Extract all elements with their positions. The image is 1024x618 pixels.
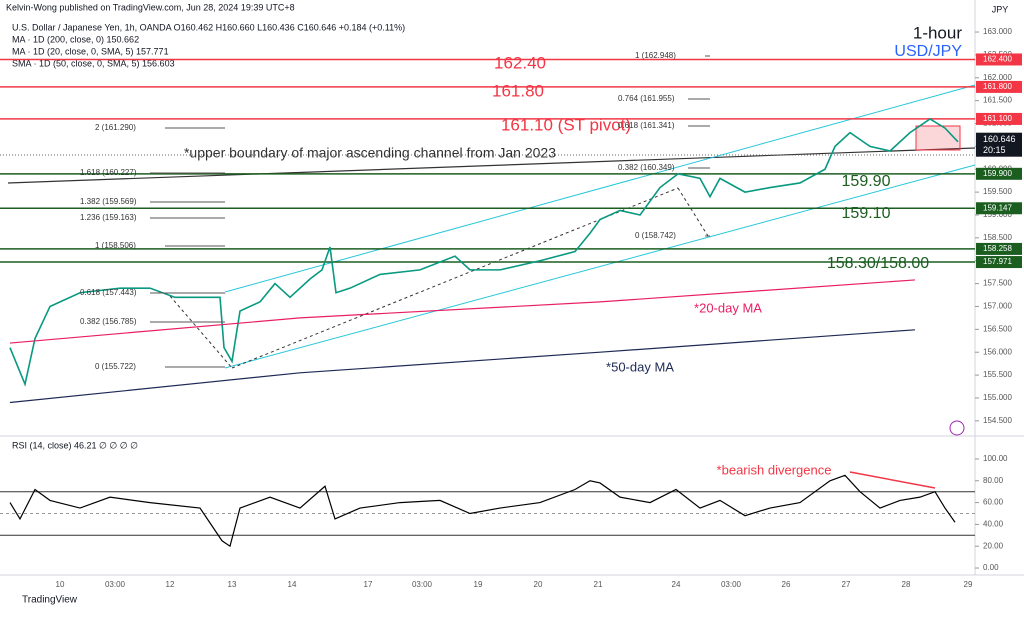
indicator: SMA · 1D (50, close, 0, SMA, 5) 156.603 [12,58,175,68]
series-line [9,474,956,548]
level-tag [976,80,1022,93]
level-label: 159.900 [983,169,1012,178]
fib-label: 0 (155.722) [95,362,136,371]
fib-label: 0.764 (161.955) [618,94,675,103]
x-tick-label: 14 [288,580,297,589]
y-tick-label: 161.500 [983,96,1012,105]
y-tick-label: 163.000 [983,27,1012,36]
y-tick-label: 80.00 [983,476,1004,485]
x-tick-label: 27 [842,580,851,589]
y-tick-label: 157.000 [983,302,1012,311]
x-tick-label: 28 [902,580,911,589]
series-line [9,329,916,404]
fib-label: 0.618 (161.341) [618,121,675,130]
channel-lower [224,164,976,369]
symbol: U.S. Dollar / Japanese Yen, 1h, OANDA O1… [12,22,405,32]
annotation: 158.30/158.00 [827,255,929,272]
fib-label: 0.618 (157.443) [80,288,137,297]
annotation: 162.40 [494,53,546,72]
level-label: 159.147 [983,203,1012,212]
annotation: *bearish divergence [717,462,832,477]
fib-label: 2 (161.290) [95,123,136,132]
level-label: 158.258 [983,244,1012,253]
publisher: Kelvin-Wong published on TradingView.com… [6,2,295,12]
y-tick-label: 158.500 [983,233,1012,242]
annotation: 159.10 [842,205,891,222]
level-tag [976,167,1022,180]
y-tick-label: 159.000 [983,210,1012,219]
pair: USD/JPY [894,43,962,60]
level-tag [976,256,1022,269]
x-tick-label: 17 [364,580,373,589]
fib-label: 1.382 (159.569) [80,197,137,206]
last-price-tag [976,132,1022,157]
last-time: 20:15 [983,145,1006,155]
y-tick-label: 155.500 [983,370,1012,379]
level-label: 162.400 [983,55,1012,64]
y-tick-label: 155.000 [983,393,1012,402]
y-tick-label: 60.00 [983,498,1004,507]
x-tick-label: 03:00 [721,580,742,589]
timeframe: 1-hour [913,23,962,42]
icon [949,420,965,436]
divergence-line [849,471,936,489]
fib-label: 1.236 (159.163) [80,213,137,222]
level-tag [976,112,1022,125]
fib-label: 1 (162.948) [635,51,676,60]
series-line [9,117,959,387]
major-channel [7,147,976,184]
fib-leg [231,187,679,369]
annotation: *upper boundary of major ascending chann… [184,145,556,161]
level-label: 161.100 [983,114,1012,123]
y-tick-label: 162.000 [983,73,1012,82]
y-tick-label: 100.00 [983,454,1008,463]
x-tick-label: 21 [594,580,603,589]
level-tag [976,202,1022,215]
annotation: *20-day MA [694,300,762,315]
x-tick-label: 13 [228,580,237,589]
y-tick-label: 156.000 [983,347,1012,356]
x-tick-label: 19 [474,580,483,589]
highlight-box [915,125,961,151]
y-tick-label: 157.500 [983,279,1012,288]
y-tick-label: 40.00 [983,520,1004,529]
last-price: 160.646 [983,134,1016,144]
x-tick-label: 12 [166,580,175,589]
annotation: 161.10 (ST pivot) [501,115,631,134]
x-tick-label: 24 [672,580,681,589]
x-tick-label: 03:00 [412,580,433,589]
indicator: MA · 1D (200, close, 0) 150.662 [12,34,139,44]
indicator: MA · 1D (20, close, 0, SMA, 5) 157.771 [12,46,169,56]
level-tag [976,242,1022,255]
y-tick-label: 0.00 [983,563,999,572]
annotation: *50-day MA [606,359,674,374]
fib-label: 0.382 (156.785) [80,317,137,326]
y-tick-label: 154.500 [983,416,1012,425]
annotation: 161.80 [492,81,544,100]
annotation: 159.90 [842,173,891,190]
y-tick-label: 20.00 [983,541,1004,550]
x-tick-label: 20 [534,580,543,589]
x-tick-label: 03:00 [105,580,126,589]
currency: JPY [992,4,1009,14]
x-tick-label: 26 [782,580,791,589]
fib-label: 1.618 (160.227) [80,168,137,177]
fib-label: 1 (158.506) [95,241,136,250]
level-label: 161.800 [983,82,1012,91]
series-line [9,279,916,344]
level-label: 157.971 [983,257,1012,266]
x-tick-label: 10 [56,580,65,589]
rsi-title: RSI (14, close) 46.21 ∅ ∅ ∅ ∅ [12,440,138,450]
x-tick-label: 29 [964,580,973,589]
logo: TradingView [22,595,78,606]
fib-label: 0.382 (160.349) [618,163,675,172]
fib-leg [169,295,233,369]
y-tick-label: 159.500 [983,187,1012,196]
fib-label: 0 (158.742) [635,231,676,240]
level-tag [976,53,1022,66]
y-tick-label: 156.500 [983,324,1012,333]
